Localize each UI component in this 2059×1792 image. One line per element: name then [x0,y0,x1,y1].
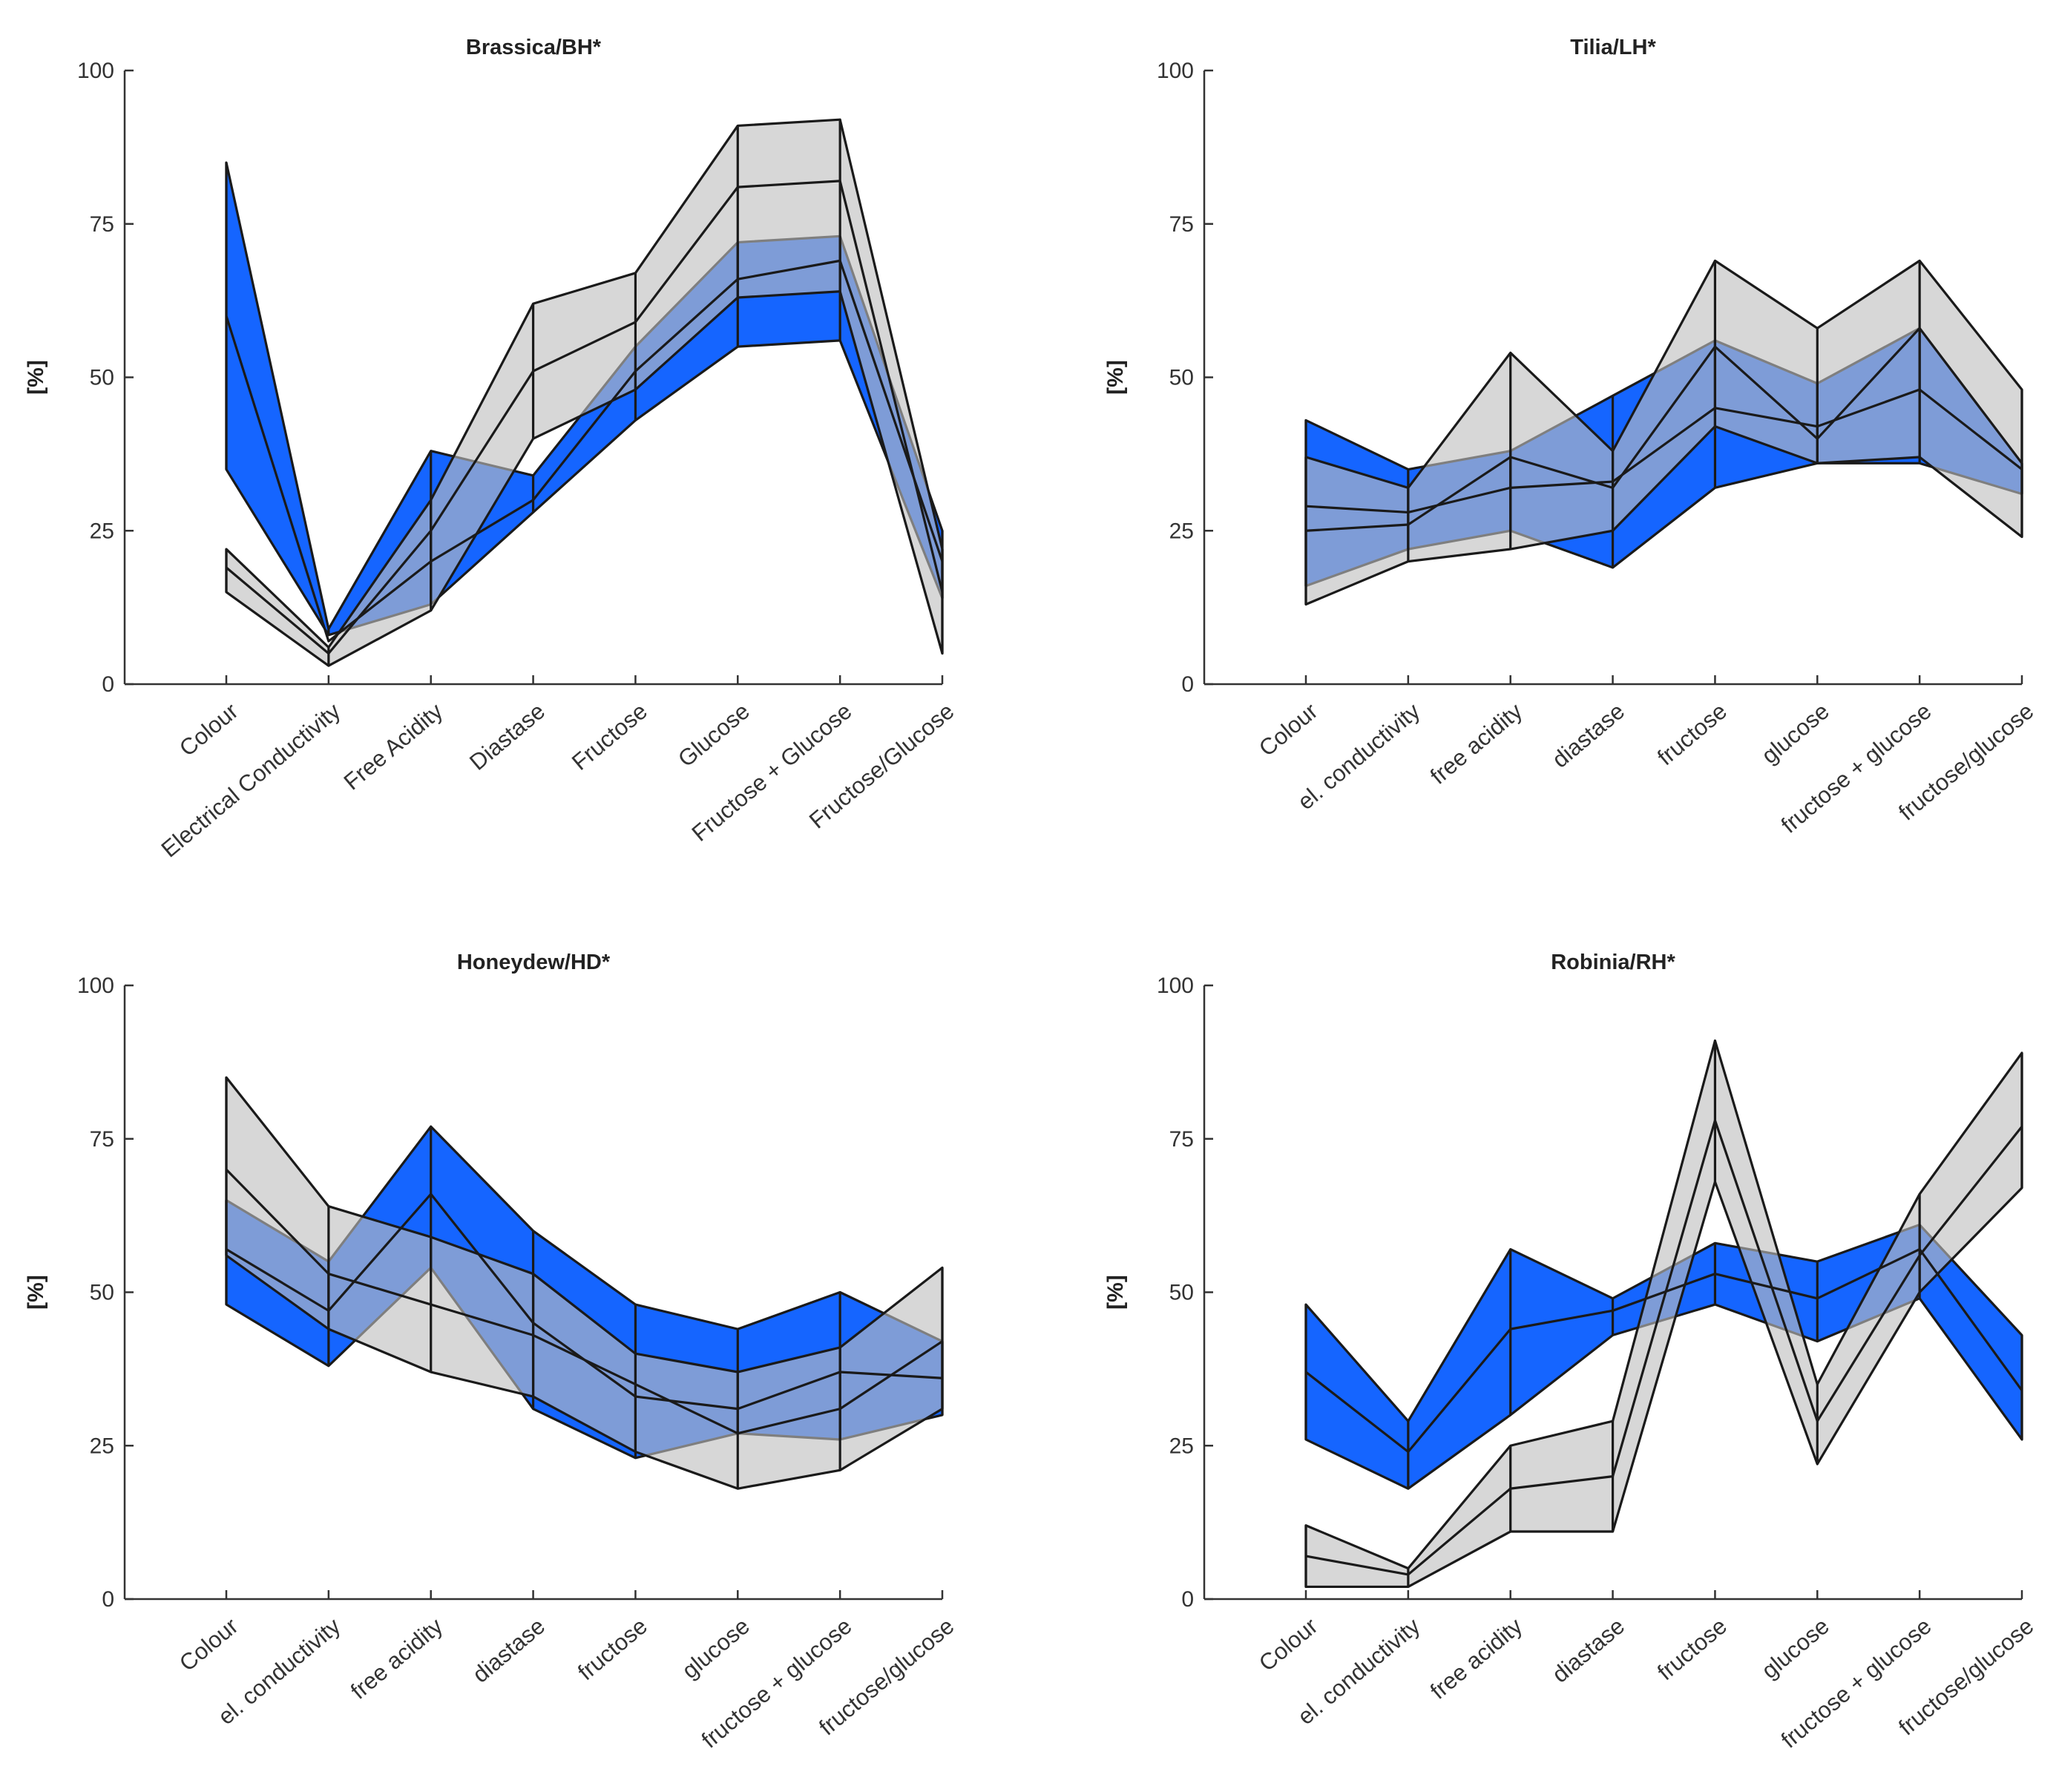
y-axis-label: [%] [24,1275,48,1310]
x-category-label: Fructose [567,698,652,775]
band-gray [1304,1039,2023,1589]
x-category-label: fructose [573,1613,652,1686]
y-tick-label: 0 [1181,1587,1194,1612]
y-tick-label: 100 [77,59,114,83]
x-category-label: glucose [1756,698,1833,769]
y-tick-label: 50 [1169,1281,1194,1305]
y-tick-label: 0 [102,1587,114,1612]
x-category-label: fructose [1652,1613,1732,1686]
y-tick-label: 75 [90,212,114,237]
median-line-gray [1305,326,2023,532]
x-category-label: diastase [1547,698,1629,773]
band-gray [225,118,944,667]
x-category-label: Electrical Conductivity [157,698,346,862]
y-tick-label: 100 [1157,59,1194,83]
band-gray [1304,259,2023,606]
x-category-label: glucose [677,1613,754,1684]
chart-panel-0: Brassica/BH* [%] 0 25 50 75 100 ColourElectrica… [24,36,959,862]
x-category-label: Colour [1254,1613,1322,1677]
y-tick-label: 100 [1157,974,1194,998]
median-line-blue [225,259,944,643]
y-axis-label: [%] [1103,1275,1128,1310]
y-tick-label: 0 [1181,672,1194,697]
x-category-label: fructose [1652,698,1732,771]
y-tick-label: 0 [102,672,114,697]
y-axis-label: [%] [24,360,48,395]
x-category-label: diastase [1547,1613,1629,1688]
x-category-label: diastase [467,1613,550,1688]
y-axis-label: [%] [1103,360,1128,395]
y-tick-label: 75 [1169,1127,1194,1152]
x-category-label: free acidity [346,1612,448,1704]
x-category-label: free acidity [1425,698,1528,789]
x-category-label: Free Acidity [339,698,448,795]
x-category-label: glucose [1756,1613,1833,1684]
y-tick-label: 25 [90,519,114,543]
y-tick-label: 50 [90,366,114,390]
x-category-label: Colour [174,698,243,762]
median-line-blue [1305,388,2023,514]
median-line-gray [225,1168,943,1435]
x-category-label: Colour [174,1613,243,1677]
chart-title: Honeydew/HD* [457,951,611,974]
y-tick-label: 100 [77,974,114,998]
y-tick-label: 50 [90,1281,114,1305]
median-line-gray [1305,1119,2023,1576]
median-line-blue [1305,1248,2023,1454]
x-category-label: Colour [1254,698,1322,762]
y-tick-label: 25 [1169,519,1194,543]
x-category-label: Diastase [464,698,550,775]
y-tick-label: 50 [1169,366,1194,390]
x-category-label: Glucose [673,698,755,772]
median-line-gray [225,180,944,655]
chart-title: Tilia/LH* [1570,36,1656,59]
y-tick-label: 75 [1169,212,1194,237]
chart-title: Robinia/RH* [1551,951,1675,974]
x-category-label: free acidity [1425,1612,1528,1704]
y-tick-label: 25 [90,1434,114,1458]
y-tick-label: 75 [90,1127,114,1152]
chart-title: Brassica/BH* [466,36,602,59]
y-tick-label: 25 [1169,1434,1194,1458]
